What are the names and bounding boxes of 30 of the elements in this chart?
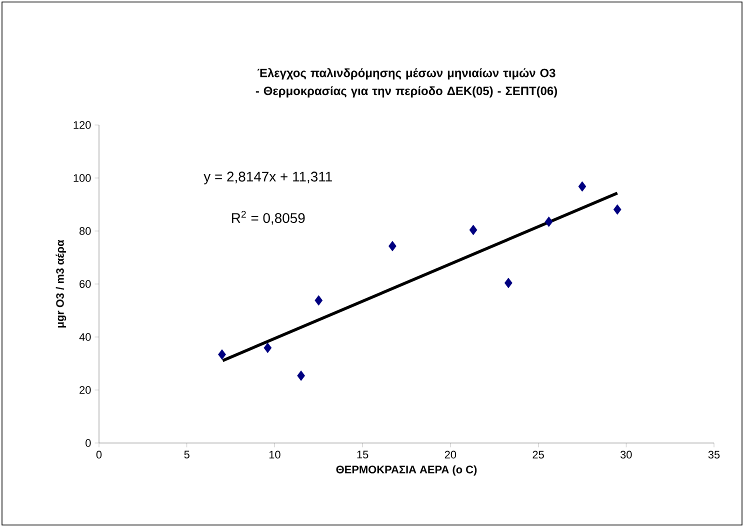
x-tick-label: 10 (269, 450, 280, 459)
y-tick-label: 40 (79, 333, 91, 341)
point (297, 370, 306, 381)
annotation: y = 2,8147x + 11,311 (204, 172, 332, 184)
x-tick-label: 20 (444, 450, 456, 459)
x-tick-label: 30 (620, 450, 632, 459)
y-tick-label: 80 (80, 227, 91, 235)
point (578, 181, 586, 192)
x-tick-label: 15 (357, 450, 368, 458)
x-tick-label: 5 (184, 450, 190, 458)
point (264, 342, 272, 354)
x-axis-title: ΘΕΡΜΟΚΡΑΣΙΑ ΑΕΡΑ (o C) (336, 465, 477, 476)
y-tick-label: 0 (86, 439, 91, 447)
point (218, 349, 226, 360)
y-tick-label: 20 (80, 386, 91, 394)
x-tick-label: 35 (708, 450, 720, 459)
y-tick-label: 60 (80, 280, 91, 288)
y-tick-label: 100 (74, 174, 91, 182)
point (469, 224, 478, 236)
y-axis-title: μgr O3 / m3 αέρα (56, 240, 66, 328)
point (544, 216, 553, 227)
point (504, 278, 512, 288)
chart-title: Έλεγχος παλινδρόμησης μέσων μηνιαίων τιμών Ο3 - Θερμοκρασίας για την περίοδο ΔΕΚ(05) - ΣΕΠΤ(06) (256, 68, 558, 98)
x-tick-label: 0 (96, 450, 102, 459)
x-tick-label: 25 (532, 450, 544, 459)
annotation: R$^{2}$ = 0,8059 (232, 210, 305, 225)
point (314, 295, 323, 306)
point (388, 240, 396, 252)
point (613, 204, 622, 215)
y-tick-label: 120 (74, 121, 91, 129)
